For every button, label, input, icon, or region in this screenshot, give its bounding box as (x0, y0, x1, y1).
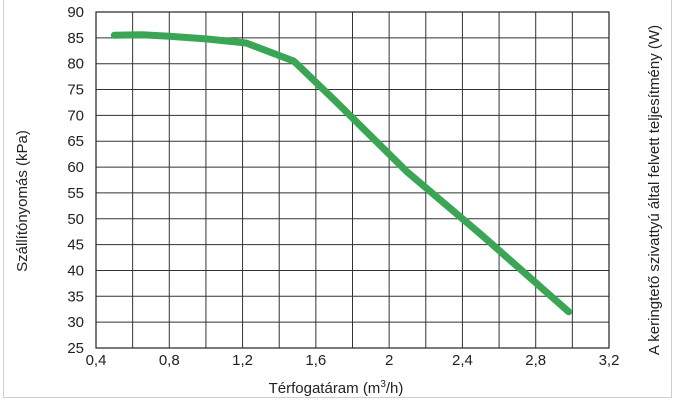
y-tick-label: 25 (67, 340, 84, 357)
y-tick-label: 70 (67, 107, 84, 124)
y-tick-label: 50 (67, 211, 84, 228)
x-axis-label-end: /h) (386, 380, 404, 397)
x-tick-label: 1,6 (305, 352, 326, 369)
x-tick-label: 2 (385, 352, 393, 369)
plot-area (95, 11, 610, 349)
y-tick-label: 90 (67, 4, 84, 21)
x-axis-label-sup: 3 (380, 379, 386, 390)
y-tick-label: 40 (67, 262, 84, 279)
x-tick-label: 2,4 (452, 352, 473, 369)
x-tick-label: 0,4 (86, 352, 107, 369)
x-tick-label: 1,2 (232, 352, 253, 369)
x-tick-label: 0,8 (159, 352, 180, 369)
y-tick-label: 75 (67, 82, 84, 99)
chart-border (3, 0, 672, 398)
y-tick-label: 55 (67, 185, 84, 202)
x-axis-label-main: Térfogatáram (m (269, 380, 381, 397)
y-tick-label: 80 (67, 56, 84, 73)
y-tick-label: 45 (67, 237, 84, 254)
y-tick-labels: 25 30 35 40 45 50 55 60 65 70 75 80 85 90 (67, 4, 84, 357)
x-axis-label: Térfogatáram (m3/h) (269, 379, 404, 397)
y-tick-label: 30 (67, 314, 84, 331)
y-tick-label: 35 (67, 288, 84, 305)
y2-axis-label: A keringtető szivattyú által felvett tel… (646, 25, 663, 355)
x-tick-labels: 0,4 0,8 1,2 1,6 2 2,4 2,8 3,2 (86, 352, 620, 369)
y-axis-label: Szállítónyomás (kPa) (14, 130, 31, 272)
x-tick-label: 3,2 (599, 352, 620, 369)
x-tick-label: 2,8 (525, 352, 546, 369)
series-layer (110, 31, 573, 316)
y-tick-label: 65 (67, 133, 84, 150)
y-tick-label: 60 (67, 159, 84, 176)
pressure-curve-line (110, 31, 573, 316)
y-tick-label: 85 (67, 30, 84, 47)
